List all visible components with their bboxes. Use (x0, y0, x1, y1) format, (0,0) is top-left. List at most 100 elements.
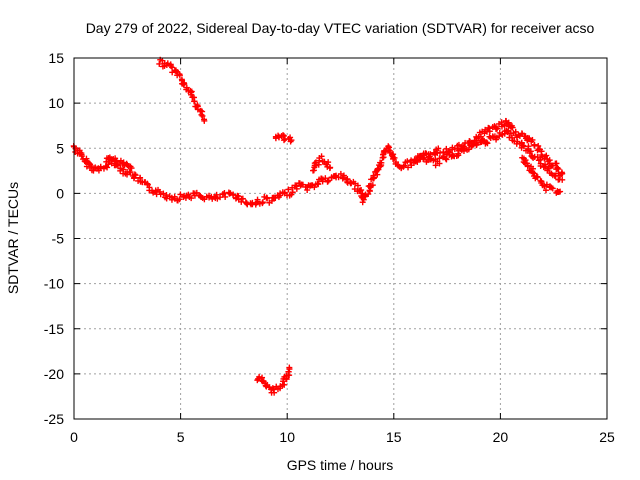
data-point (455, 141, 462, 148)
data-point (326, 165, 333, 172)
data-point (181, 80, 188, 87)
y-tick-label: -5 (52, 231, 65, 247)
x-tick-label: 5 (177, 429, 185, 445)
data-point (256, 373, 263, 380)
data-point (163, 195, 170, 202)
grid (74, 58, 607, 419)
data-point (314, 180, 321, 187)
data-point (484, 140, 491, 147)
data-point (426, 154, 433, 161)
data-point (156, 60, 163, 67)
y-axis-label: SDTVAR / TECUs (5, 182, 21, 294)
data-point (526, 135, 533, 142)
data-point (442, 155, 449, 162)
data-point (199, 112, 206, 119)
data-point (217, 194, 224, 201)
data-point (281, 381, 288, 388)
data-point (537, 156, 544, 163)
data-point (280, 132, 287, 139)
data-point (176, 196, 183, 203)
data-point (188, 88, 195, 95)
data-point (494, 125, 501, 132)
data-point (322, 175, 329, 182)
data-point (483, 139, 490, 146)
data-point (538, 148, 545, 155)
data-point (337, 170, 344, 177)
data-point (264, 195, 271, 202)
data-point (281, 137, 288, 144)
data-point (185, 191, 192, 198)
data-point (316, 157, 323, 164)
data-point (78, 151, 85, 158)
data-point (234, 192, 241, 199)
data-point (177, 191, 184, 198)
data-point (222, 193, 229, 200)
data-point (360, 196, 367, 203)
data-point (325, 177, 332, 184)
data-point (277, 192, 284, 199)
data-point (555, 166, 562, 173)
x-axis-label: GPS time / hours (287, 457, 394, 473)
data-point (445, 147, 452, 154)
data-point (340, 174, 347, 181)
data-point (385, 147, 392, 154)
data-point (542, 187, 549, 194)
data-point (404, 158, 411, 165)
data-point (465, 146, 472, 153)
data-point (557, 188, 564, 195)
data-point (504, 129, 511, 136)
data-point (477, 133, 484, 140)
data-point (486, 125, 493, 132)
data-point (168, 196, 175, 203)
data-point (509, 124, 516, 131)
data-point (271, 389, 278, 396)
data-point (289, 184, 296, 191)
data-point (436, 160, 443, 167)
x-tick-label: 20 (493, 429, 509, 445)
data-point (160, 190, 167, 197)
data-point (369, 182, 376, 189)
data-point (455, 150, 462, 157)
y-tick-label: -15 (44, 321, 64, 337)
data-point (522, 157, 529, 164)
data-point (440, 149, 447, 156)
data-point (413, 157, 420, 164)
data-point (259, 199, 266, 206)
x-tick-label: 0 (70, 429, 78, 445)
y-tick-label: 5 (56, 140, 64, 156)
data-point (401, 162, 408, 169)
data-point (188, 195, 195, 202)
data-point (198, 111, 205, 118)
data-point (191, 98, 198, 105)
data-point (474, 135, 481, 142)
data-point (553, 160, 560, 167)
data-point (285, 186, 292, 193)
data-point (189, 94, 196, 101)
data-point (126, 169, 133, 176)
data-point (531, 170, 538, 177)
data-point (132, 172, 139, 179)
y-tick-label: -10 (44, 276, 64, 292)
x-axis-ticks: 0 5 10 15 20 25 (70, 58, 615, 445)
x-tick-label: 10 (279, 429, 295, 445)
y-tick-label: 10 (48, 95, 64, 111)
data-point (443, 156, 450, 163)
data-point (405, 164, 412, 171)
data-point (239, 195, 246, 202)
data-point (528, 138, 535, 145)
x-tick-label: 15 (386, 429, 402, 445)
data-point (559, 176, 566, 183)
data-point (83, 155, 90, 162)
data-point (377, 159, 384, 166)
data-point (325, 159, 332, 166)
data-point (559, 170, 566, 177)
data-point (130, 175, 137, 182)
data-point (432, 162, 439, 169)
data-point (254, 196, 261, 203)
data-point (120, 159, 127, 166)
y-tick-label: -25 (44, 411, 64, 427)
data-point (435, 145, 442, 152)
data-point (318, 153, 325, 160)
data-point (288, 137, 295, 144)
data-point (390, 154, 397, 161)
